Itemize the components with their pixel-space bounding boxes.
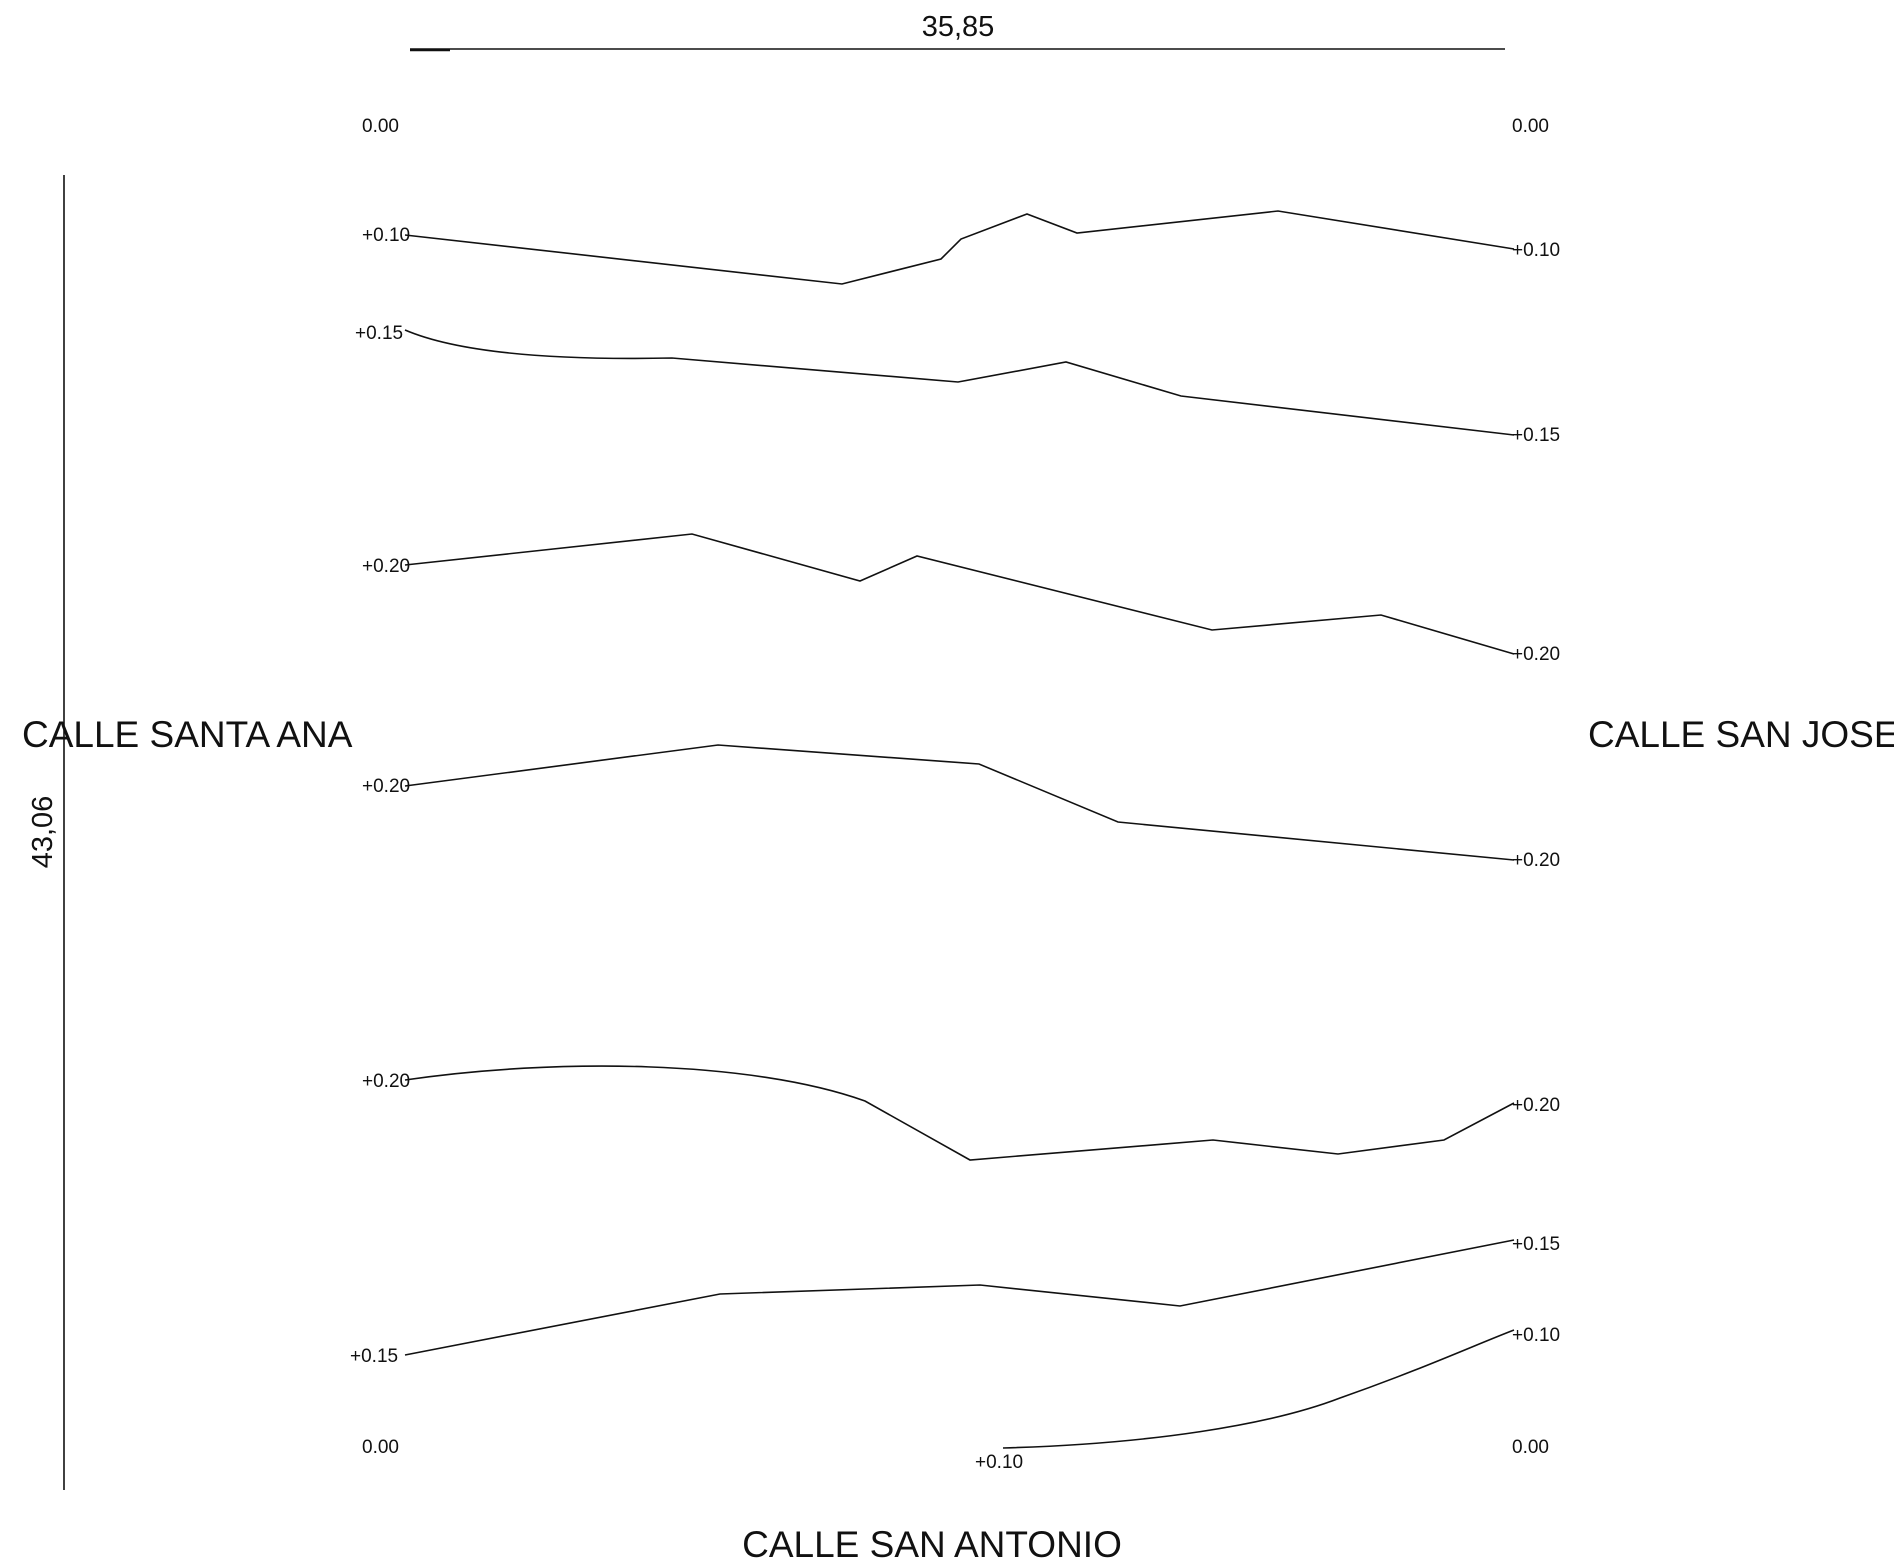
contour-2-left-label: +0.15: [355, 323, 403, 344]
corner-level-top-left: 0.00: [362, 116, 399, 137]
contour-3-left-label: +0.20: [362, 556, 410, 577]
street-label-bottom: CALLE SAN ANTONIO: [742, 1524, 1122, 1558]
street-label-right: CALLE SAN JOSE: [1588, 714, 1894, 755]
contour-4-right-label: +0.20: [1512, 850, 1560, 871]
contour-6-right-label: +0.15: [1512, 1234, 1560, 1255]
contour-2-right-label: +0.15: [1512, 425, 1560, 446]
contour-line-5: [404, 1065, 1515, 1161]
contour-7-right-label: +0.10: [1512, 1325, 1560, 1346]
corner-level-top-right: 0.00: [1512, 116, 1549, 137]
width-dimension-label: 35,85: [922, 11, 995, 43]
contour-1-right-label: +0.10: [1512, 240, 1560, 261]
street-label-left: CALLE SANTA ANA: [22, 714, 353, 755]
contour-line-4: [404, 744, 1515, 861]
contour-4-left-label: +0.20: [362, 776, 410, 797]
contour-line-1: [404, 210, 1515, 285]
contour-line-2: [404, 329, 1515, 436]
contour-5-right-label: +0.20: [1512, 1095, 1560, 1116]
contour-line-3: [404, 533, 1515, 655]
contour-6-left-label: +0.15: [350, 1346, 398, 1367]
corner-level-bottom-right: 0.00: [1512, 1437, 1549, 1458]
contour-3-right-label: +0.20: [1512, 644, 1560, 665]
contour-line-6: [404, 1239, 1515, 1356]
contour-7-left-label: +0.10: [975, 1452, 1023, 1473]
contour-5-left-label: +0.20: [362, 1071, 410, 1092]
corner-level-bottom-left: 0.00: [362, 1437, 399, 1458]
height-dimension-label: 43,06: [27, 796, 59, 869]
contour-1-left-label: +0.10: [362, 225, 410, 246]
contour-line-7: [1002, 1329, 1515, 1449]
